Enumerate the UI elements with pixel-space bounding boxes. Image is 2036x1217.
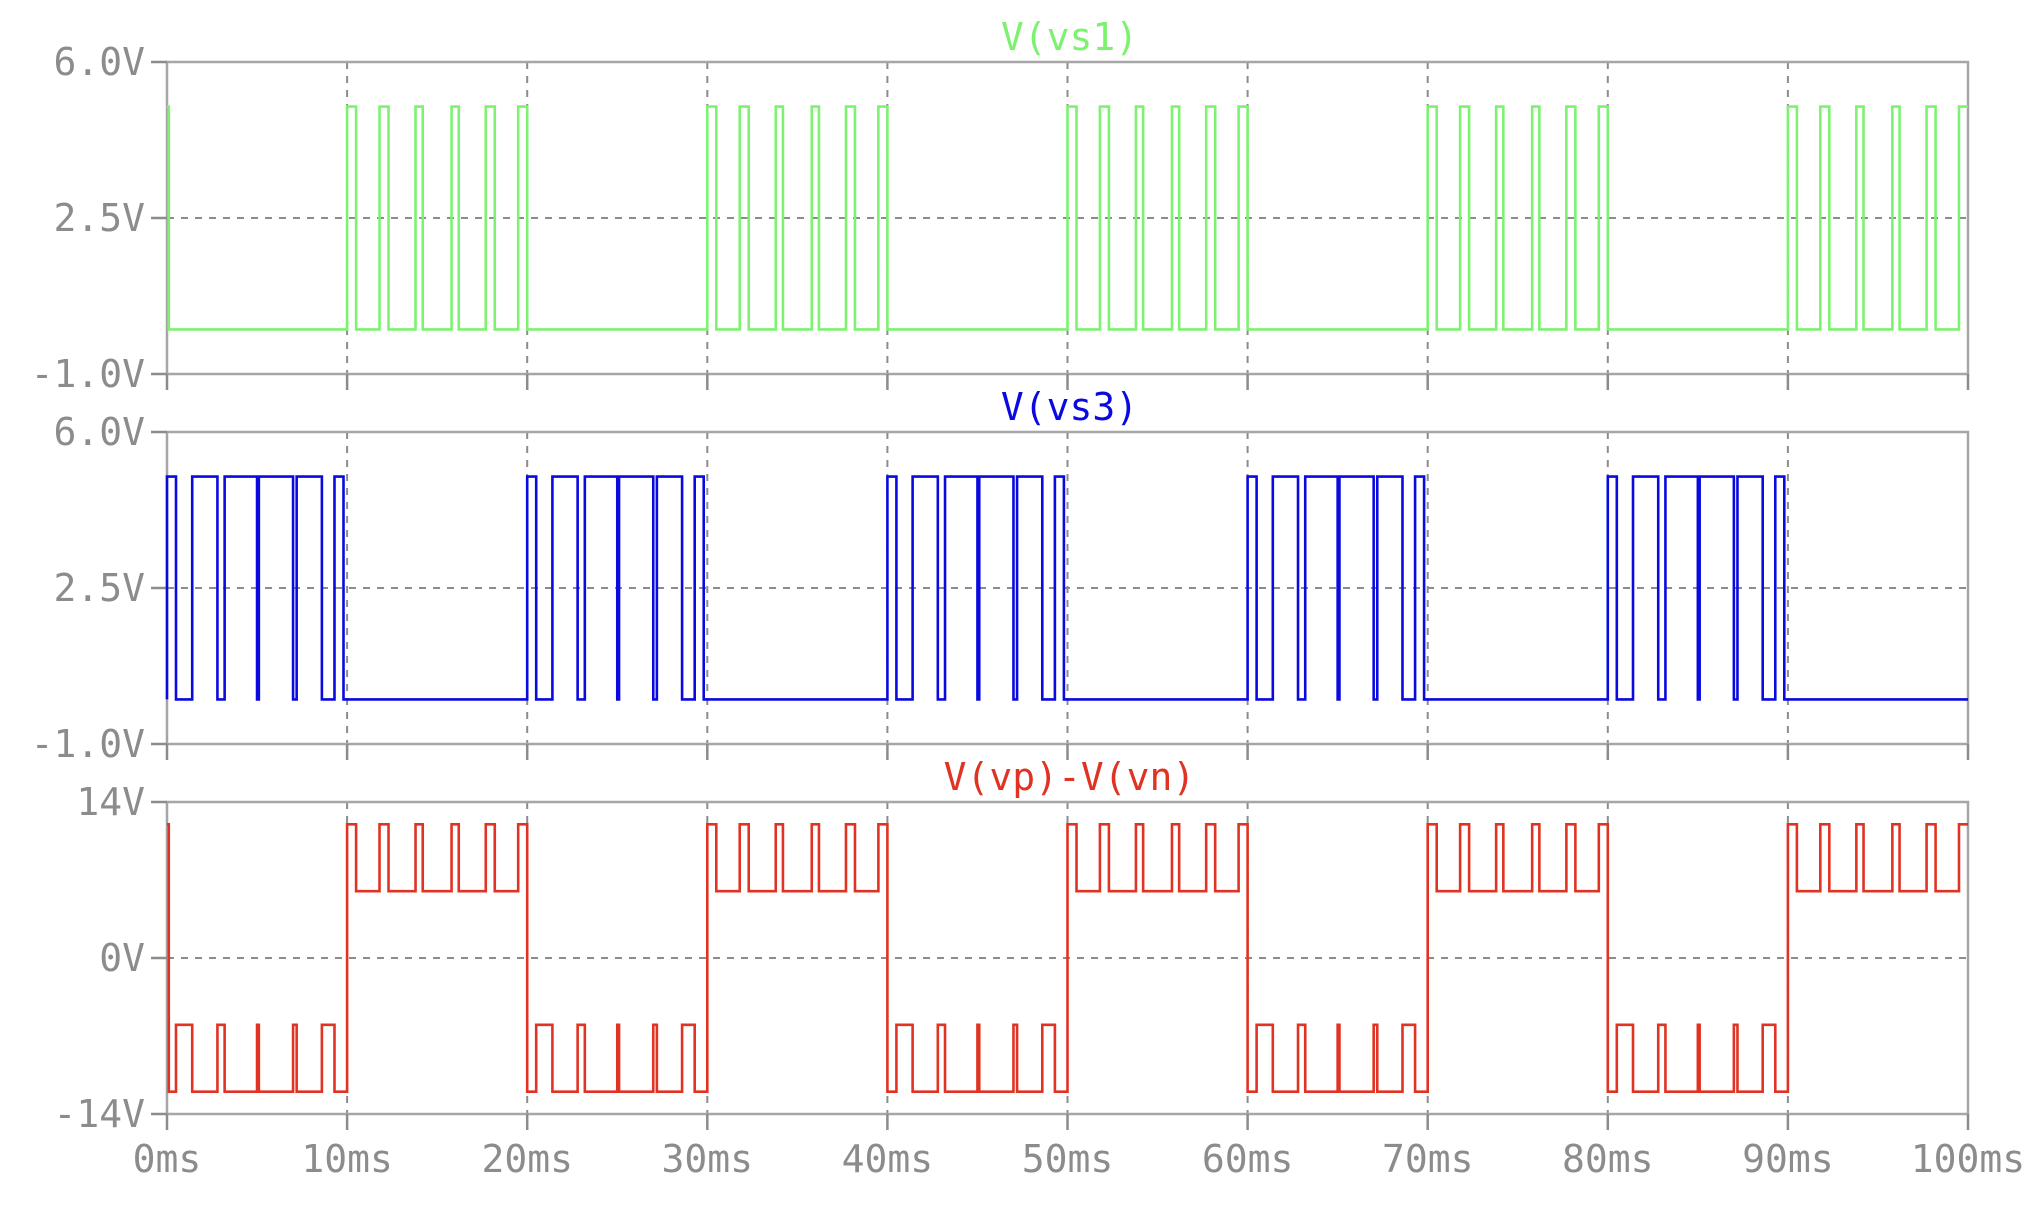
- xtick-label: 0ms: [133, 1137, 202, 1181]
- panel-3-series-line: [167, 822, 1968, 1094]
- xtick-label: 100ms: [1911, 1137, 2025, 1181]
- panel-1-ytick-label: 6.0V: [53, 40, 145, 84]
- panel-2-ytick-label: -1.0V: [31, 722, 145, 766]
- xtick-label: 20ms: [481, 1137, 573, 1181]
- xtick-label: 90ms: [1742, 1137, 1834, 1181]
- panel-3-title: V(vp)-V(vn): [944, 755, 1196, 799]
- xtick-label: 70ms: [1382, 1137, 1474, 1181]
- xtick-label: 10ms: [301, 1137, 393, 1181]
- xtick-label: 60ms: [1202, 1137, 1294, 1181]
- xtick-label: 80ms: [1562, 1137, 1654, 1181]
- panel-2-series-line: [165, 475, 1968, 701]
- panel-2-ytick-label: 2.5V: [53, 566, 145, 610]
- panel-2-title: V(vs3): [1001, 385, 1138, 429]
- panel-1-ytick-label: -1.0V: [31, 352, 145, 396]
- xtick-label: 30ms: [662, 1137, 754, 1181]
- panel-1-title: V(vs1): [1001, 15, 1138, 59]
- panel-1-ytick-label: 2.5V: [53, 196, 145, 240]
- panel-1-series-line: [167, 105, 1968, 331]
- panel-3-ytick-label: 14V: [76, 780, 145, 824]
- xtick-label: 50ms: [1022, 1137, 1114, 1181]
- panel-2-ytick-label: 6.0V: [53, 410, 145, 454]
- panel-3-ytick-label: -14V: [53, 1092, 145, 1136]
- xtick-label: 40ms: [842, 1137, 934, 1181]
- panel-3-ytick-label: 0V: [99, 936, 145, 980]
